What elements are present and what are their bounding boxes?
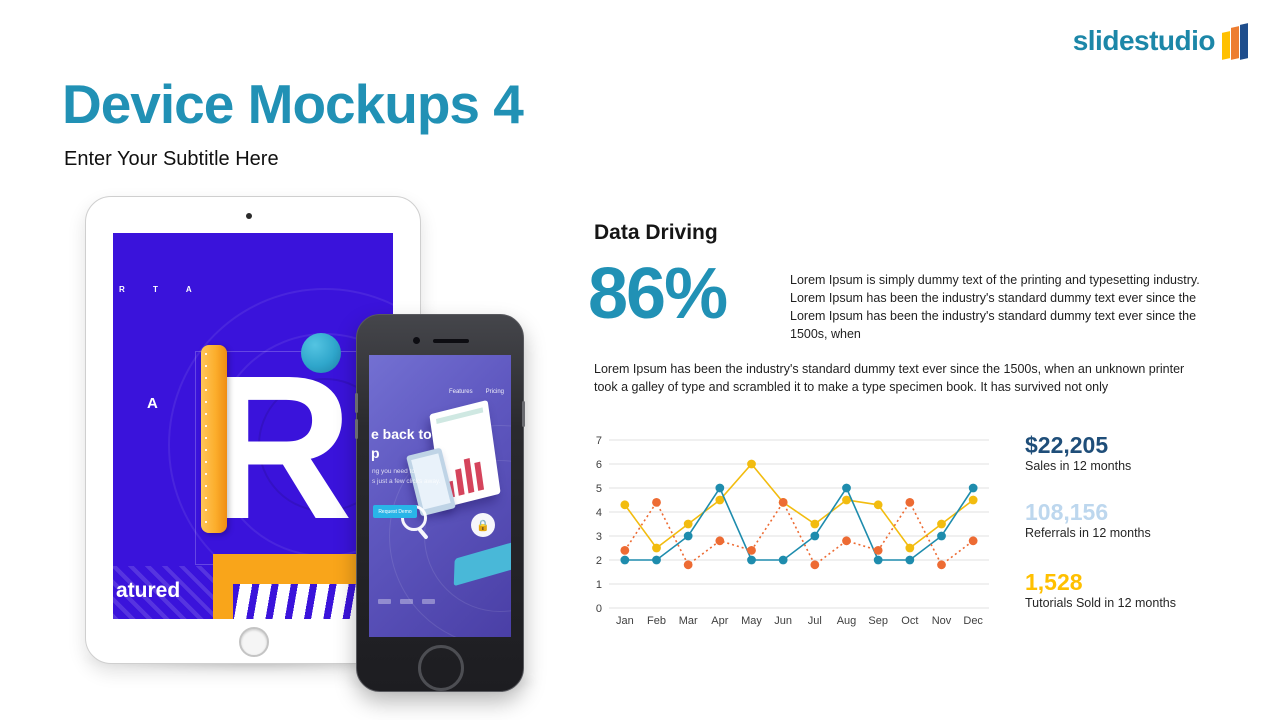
chart-series-referrals xyxy=(620,498,978,570)
svg-text:Sep: Sep xyxy=(868,615,888,627)
kpi-label: Sales in 12 months xyxy=(1025,459,1132,474)
page-title: Device Mockups 4 xyxy=(62,73,524,135)
phone-nav: Features Pricing xyxy=(449,389,504,395)
tablet-screen: R T A A R atured xyxy=(113,233,393,619)
svg-text:5: 5 xyxy=(596,483,602,495)
kpi-sales: $22,205 Sales in 12 months xyxy=(1025,433,1131,474)
svg-text:Mar: Mar xyxy=(679,615,698,627)
svg-text:1: 1 xyxy=(596,579,602,591)
phone-nav-features: Features xyxy=(448,389,473,395)
kpi-label: Tutorials Sold in 12 months xyxy=(1025,596,1177,611)
phone-body-line2: s just a few clicks away. xyxy=(372,477,441,485)
chart-series-tutorials-sold xyxy=(620,459,978,553)
body-paragraph: Lorem Ipsum has been the industry's stan… xyxy=(594,362,1185,395)
kpi-value: 108,156 xyxy=(1025,499,1109,525)
phone-body-text: ng you need to s just a few clicks away. xyxy=(372,467,441,487)
tablet-big-letter: R xyxy=(205,333,354,562)
partner-logos xyxy=(378,599,435,604)
tablet-letter-a: A xyxy=(147,395,158,412)
sphere-graphic xyxy=(301,333,341,373)
phone-mockup: Features Pricing 🔒 e back to p ng you ne… xyxy=(355,314,525,692)
phone-screen: Features Pricing 🔒 e back to p ng you ne… xyxy=(369,355,511,637)
svg-text:Jul: Jul xyxy=(808,615,822,627)
tablet-camera-icon xyxy=(246,213,252,219)
svg-text:0: 0 xyxy=(596,603,602,615)
svg-text:Jan: Jan xyxy=(616,615,634,627)
phone-camera-icon xyxy=(413,337,420,344)
tablet-screen-code: R T A xyxy=(119,285,205,294)
svg-text:Nov: Nov xyxy=(932,615,952,627)
sales-line-chart: 0 1 2 3 4 5 6 7 Jan Feb Mar Apr May Jun Jul Aug Sep Oct No… xyxy=(585,430,1000,635)
svg-text:4: 4 xyxy=(596,507,602,519)
kpi-tutorials: 1,528 Tutorials Sold in 12 months xyxy=(1025,570,1176,611)
logo-text: slidestudio xyxy=(1072,25,1216,56)
lock-icon: 🔒 xyxy=(471,513,495,537)
tablet-home-button xyxy=(239,627,269,657)
logo: slidestudio xyxy=(1073,22,1252,62)
volume-button xyxy=(355,393,358,413)
volume-button xyxy=(355,419,358,439)
kpi-referrals: 108,156 Referrals in 12 months xyxy=(1025,500,1151,541)
kpi-value: 1,528 xyxy=(1025,569,1083,595)
phone-heading-line1: e back to xyxy=(371,426,432,442)
svg-text:Apr: Apr xyxy=(711,615,728,627)
phone-nav-pricing: Pricing xyxy=(485,389,504,395)
svg-text:7: 7 xyxy=(596,435,602,447)
svg-text:Aug: Aug xyxy=(837,615,857,627)
kpi-value: $22,205 xyxy=(1025,432,1109,458)
svg-text:Feb: Feb xyxy=(647,615,666,627)
svg-text:2: 2 xyxy=(596,555,602,567)
svg-text:3: 3 xyxy=(596,531,602,543)
tablet-footer-word: atured xyxy=(116,579,181,602)
chart-series-sales xyxy=(620,483,978,565)
svg-text:Dec: Dec xyxy=(963,615,983,627)
intro-paragraph: Lorem Ipsum is simply dummy text of the … xyxy=(790,273,1200,342)
ruler-graphic xyxy=(201,345,227,533)
kpi-label: Referrals in 12 months xyxy=(1025,526,1151,541)
phone-heading: e back to p xyxy=(371,425,432,463)
power-button xyxy=(522,401,525,427)
svg-text:Oct: Oct xyxy=(901,615,918,627)
chart-gridlines xyxy=(609,439,989,609)
stat-percentage: 86% xyxy=(588,254,728,334)
phone-speaker-icon xyxy=(433,339,469,343)
phone-heading-line2: p xyxy=(371,444,380,461)
chart-axis-labels: 0 1 2 3 4 5 6 7 Jan Feb Mar Apr May Jun Jul Aug Sep Oct No… xyxy=(596,435,984,627)
svg-text:Jun: Jun xyxy=(774,615,792,627)
page-subtitle: Enter Your Subtitle Here xyxy=(64,148,279,170)
svg-text:May: May xyxy=(741,615,762,627)
request-demo-button: Request Demo xyxy=(373,505,417,518)
svg-text:6: 6 xyxy=(596,459,602,471)
logo-bars-icon xyxy=(1222,22,1252,62)
section-title: Data Driving xyxy=(594,221,718,244)
phone-home-button xyxy=(418,645,464,691)
chart-svg: 0 1 2 3 4 5 6 7 Jan Feb Mar Apr May Jun Jul Aug Sep Oct No… xyxy=(596,435,989,627)
phone-body-line1: ng you need to xyxy=(372,468,416,475)
